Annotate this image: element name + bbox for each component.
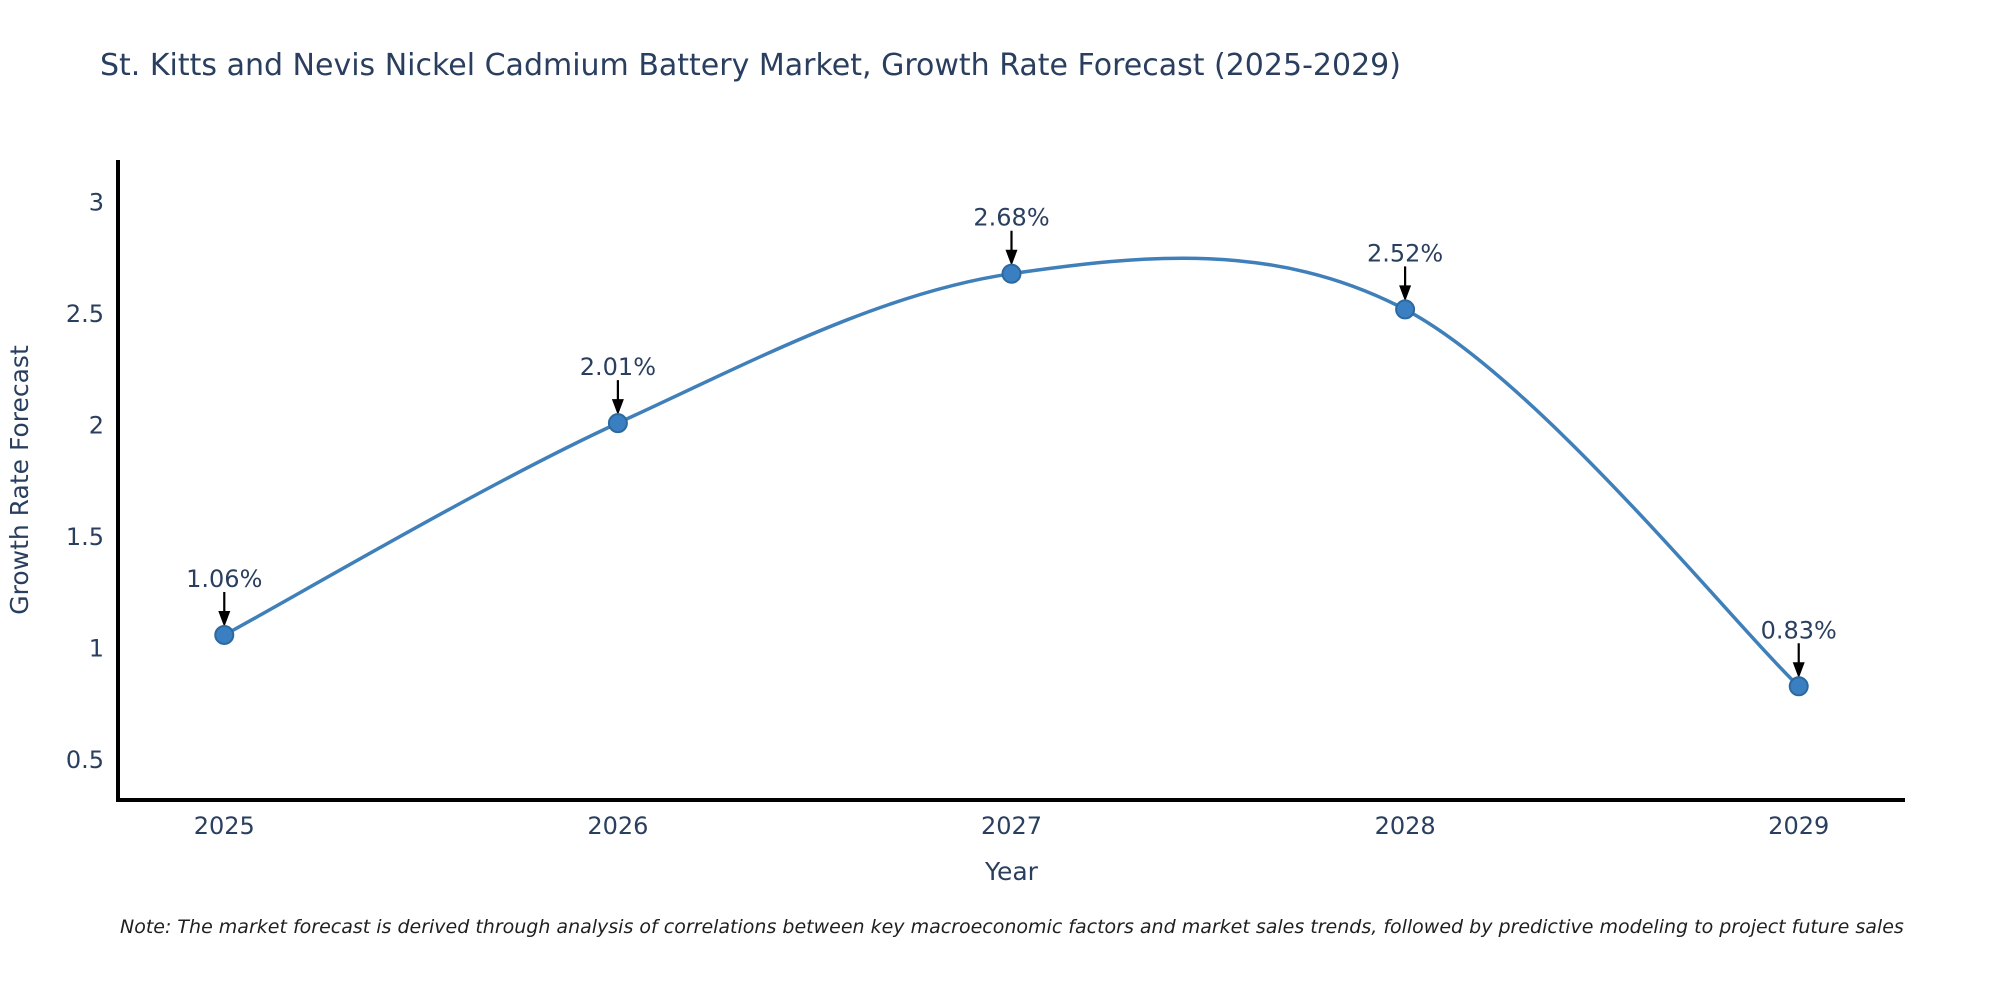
annotation-arrow-head <box>1399 285 1412 302</box>
point-annotation: 2.68% <box>973 204 1049 232</box>
y-tick-label: 2 <box>89 411 104 439</box>
y-tick-label: 2.5 <box>66 300 104 328</box>
annotation-arrow-head <box>1005 249 1018 266</box>
x-tick-label: 2028 <box>1375 812 1436 840</box>
y-tick-label: 1.5 <box>66 523 104 551</box>
annotation-arrow-head <box>1792 662 1805 679</box>
annotation-arrow-head <box>611 399 624 416</box>
forecast-line <box>222 256 1801 689</box>
x-tick-label: 2025 <box>194 812 255 840</box>
x-tick-label: 2029 <box>1768 812 1829 840</box>
x-axis-title: Year <box>984 857 1039 886</box>
x-tick-label: 2027 <box>981 812 1042 840</box>
y-tick-label: 1 <box>89 634 104 662</box>
point-annotation: 1.06% <box>186 565 262 593</box>
point-annotation: 2.52% <box>1367 239 1443 267</box>
chart-title: St. Kitts and Nevis Nickel Cadmium Batte… <box>100 48 1401 83</box>
y-tick-label: 3 <box>89 188 104 216</box>
data-point-marker[interactable] <box>1395 299 1416 320</box>
data-point-marker[interactable] <box>1001 263 1022 284</box>
point-annotation: 2.01% <box>580 353 656 381</box>
data-point-marker[interactable] <box>214 624 235 645</box>
footnote: Note: The market forecast is derived thr… <box>120 916 1904 938</box>
x-tick-label: 2026 <box>587 812 648 840</box>
data-point-marker[interactable] <box>1788 676 1809 697</box>
point-annotation: 0.83% <box>1761 616 1837 644</box>
y-tick-label: 0.5 <box>66 746 104 774</box>
y-axis-title: Growth Rate Forecast <box>5 345 34 615</box>
data-point-marker[interactable] <box>607 413 628 434</box>
annotation-arrow-head <box>218 610 231 627</box>
